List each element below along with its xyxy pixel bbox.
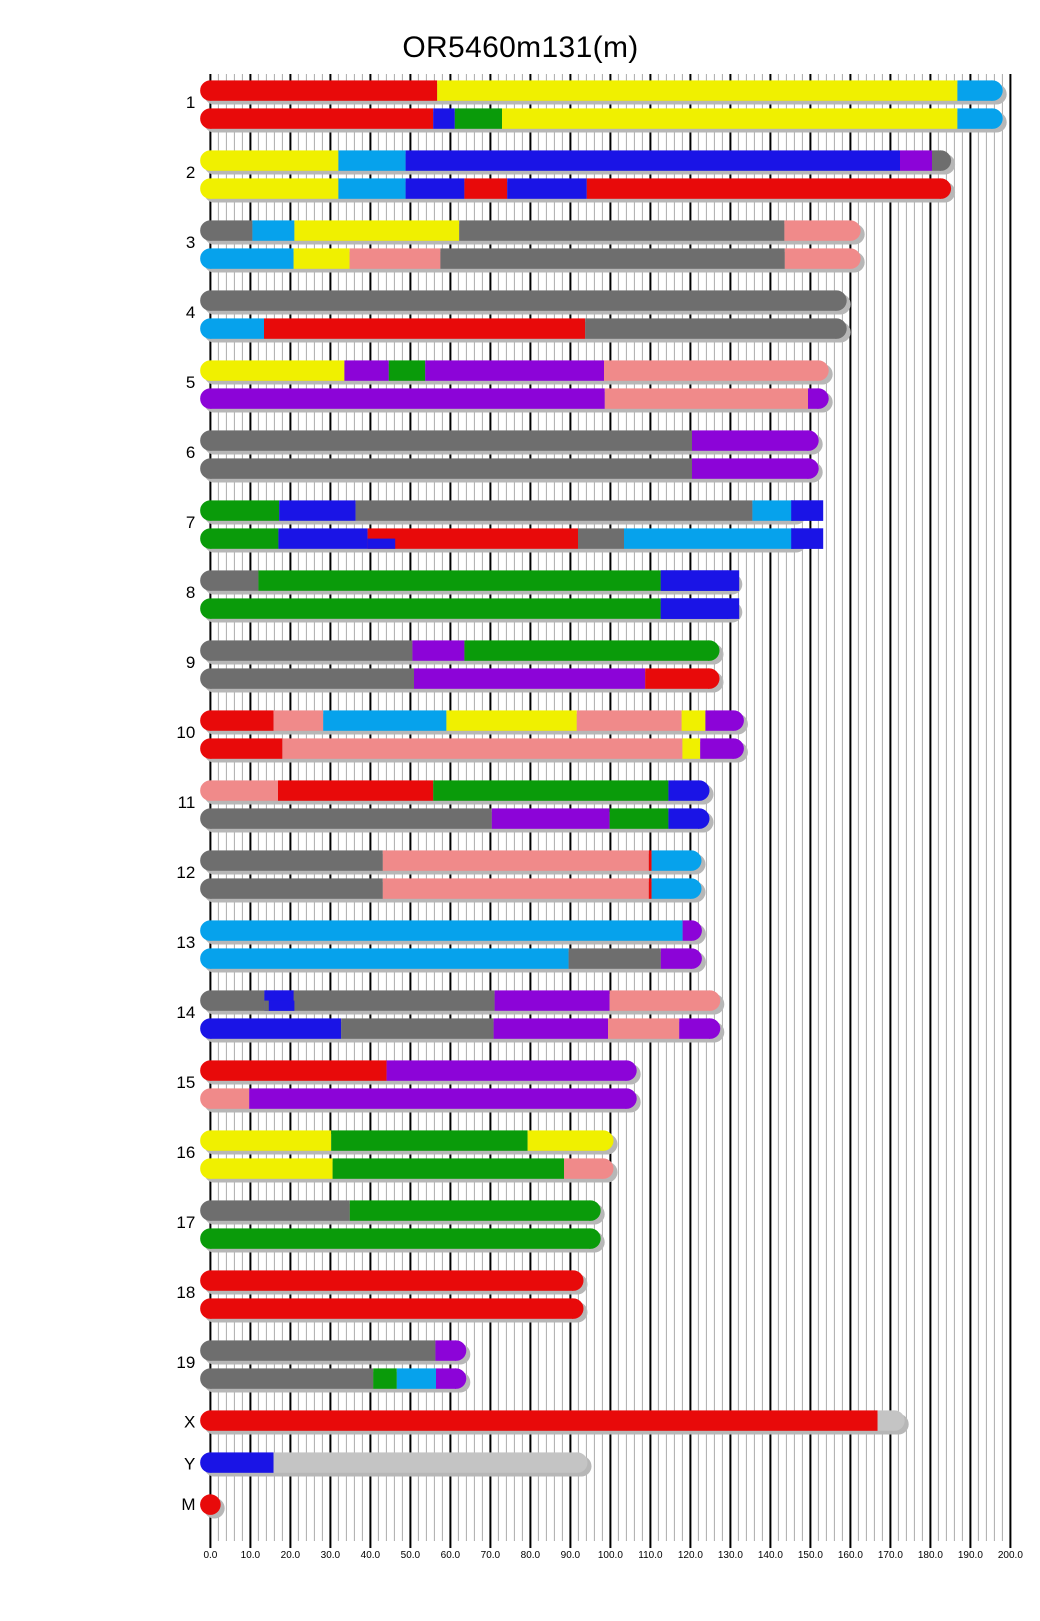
svg-text:120.0: 120.0 <box>678 1550 703 1561</box>
svg-text:18: 18 <box>176 1283 195 1302</box>
svg-text:130.0: 130.0 <box>718 1550 743 1561</box>
svg-text:Y: Y <box>184 1454 195 1473</box>
svg-text:80.0: 80.0 <box>521 1550 541 1561</box>
svg-text:150.0: 150.0 <box>798 1550 823 1561</box>
svg-text:OR5460m131(m): OR5460m131(m) <box>402 31 638 64</box>
svg-text:160.0: 160.0 <box>838 1550 863 1561</box>
svg-text:3: 3 <box>186 233 195 252</box>
svg-text:7: 7 <box>186 513 195 532</box>
svg-text:12: 12 <box>176 863 195 882</box>
svg-text:10: 10 <box>176 723 195 742</box>
svg-text:190.0: 190.0 <box>958 1550 983 1561</box>
svg-text:9: 9 <box>186 653 195 672</box>
svg-text:17: 17 <box>176 1213 195 1232</box>
svg-text:2: 2 <box>186 163 195 182</box>
svg-text:19: 19 <box>176 1353 195 1372</box>
svg-text:140.0: 140.0 <box>758 1550 783 1561</box>
svg-text:180.0: 180.0 <box>918 1550 943 1561</box>
svg-text:8: 8 <box>186 583 195 602</box>
svg-text:1: 1 <box>186 93 195 112</box>
svg-text:14: 14 <box>176 1003 195 1022</box>
svg-text:10.0: 10.0 <box>241 1550 261 1561</box>
svg-text:16: 16 <box>176 1143 195 1162</box>
svg-text:11: 11 <box>178 793 196 812</box>
svg-text:170.0: 170.0 <box>878 1550 903 1561</box>
svg-text:110.0: 110.0 <box>638 1550 663 1561</box>
svg-text:6: 6 <box>186 443 195 462</box>
svg-text:200.0: 200.0 <box>998 1550 1023 1561</box>
svg-text:40.0: 40.0 <box>361 1550 381 1561</box>
svg-text:70.0: 70.0 <box>481 1550 501 1561</box>
svg-text:X: X <box>184 1412 195 1431</box>
svg-text:M: M <box>181 1495 195 1514</box>
svg-text:100.0: 100.0 <box>598 1550 623 1561</box>
svg-text:13: 13 <box>176 933 195 952</box>
svg-text:30.0: 30.0 <box>321 1550 341 1561</box>
svg-text:4: 4 <box>186 303 195 322</box>
svg-text:90.0: 90.0 <box>561 1550 581 1561</box>
svg-text:60.0: 60.0 <box>441 1550 461 1561</box>
svg-text:0.0: 0.0 <box>203 1550 217 1561</box>
svg-text:5: 5 <box>186 373 195 392</box>
svg-text:20.0: 20.0 <box>281 1550 301 1561</box>
svg-text:50.0: 50.0 <box>401 1550 421 1561</box>
svg-text:15: 15 <box>176 1073 195 1092</box>
